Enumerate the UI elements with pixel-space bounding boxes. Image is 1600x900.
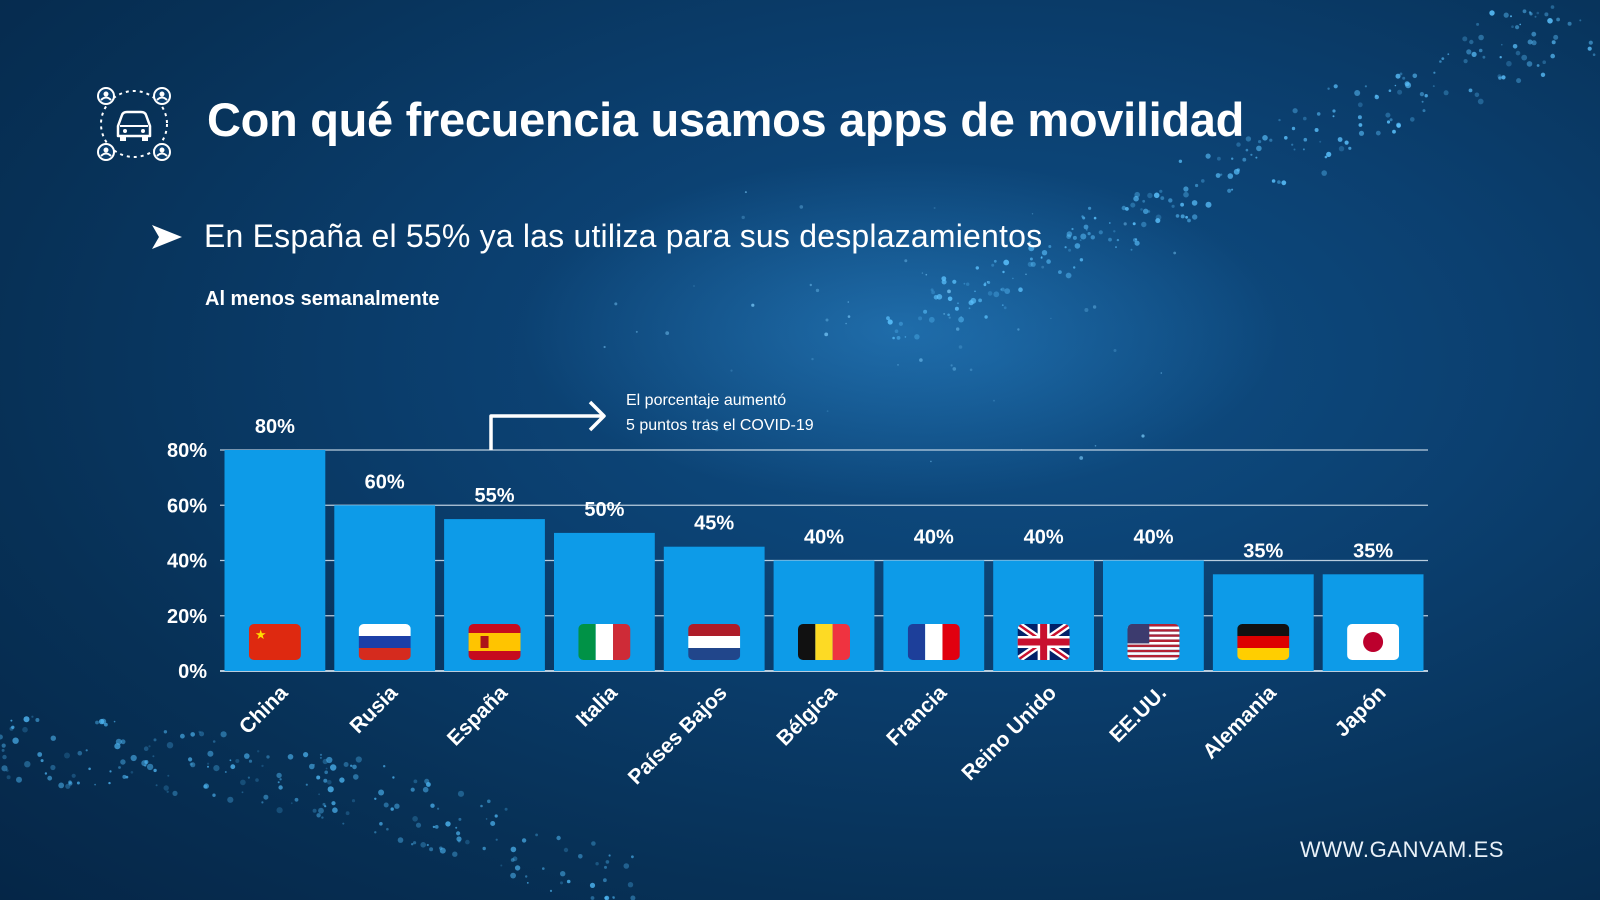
usa-flag [1127,624,1180,660]
value-label: 40% [804,527,844,549]
italy-flag [578,624,631,660]
spain-flag [468,624,521,660]
annotation-line-2: 5 puntos tras el COVID-19 [626,417,814,434]
y-tick-label: 40% [167,551,207,573]
belgium-flag [798,624,850,660]
y-tick-label: 60% [167,495,207,517]
category-label: Países Bajos [624,681,732,789]
bars-layer: ★ [224,450,1424,672]
france-flag [907,624,960,660]
frequency-note: Al menos semanalmente [205,288,440,310]
arrow-right-icon [152,224,182,249]
bent-arrow-icon [489,400,606,450]
y-tick-label: 80% [167,440,207,462]
annotation: El porcentaje aumentó 5 puntos tras el C… [489,392,814,450]
subtitle: En España el 55% ya las utiliza para sus… [204,218,1043,254]
subtitle-row: En España el 55% ya las utiliza para sus… [150,218,1042,255]
category-label: Italia [572,681,622,731]
uk-flag [1017,624,1070,660]
netherlands-flag [688,624,741,660]
category-label: Francia [882,681,951,750]
annotation-line-1: El porcentaje aumentó [626,392,786,409]
category-label: Alemania [1199,681,1282,764]
category-label: España [443,681,512,750]
category-label: Reino Unido [957,681,1061,785]
value-label: 55% [474,485,514,507]
car-sharing-icon [97,87,171,161]
value-label: 50% [584,499,624,521]
category-label: EE.UU. [1105,681,1171,747]
value-label: 40% [1133,527,1173,549]
germany-flag [1237,624,1290,660]
russia-flag [358,624,411,660]
value-label: 80% [255,416,295,438]
value-label: 45% [694,513,734,535]
svg-text:★: ★ [255,628,267,643]
website-url[interactable]: WWW.GANVAM.ES [1300,837,1505,862]
category-label: Bélgica [772,681,841,750]
y-tick-label: 0% [178,661,207,683]
value-label: 35% [1243,540,1283,562]
category-label: China [235,681,293,739]
category-label: Rusia [346,681,403,738]
y-tick-label: 20% [167,606,207,628]
page-title: Con qué frecuencia usamos apps de movili… [207,93,1245,146]
value-label: 60% [365,471,405,493]
value-label: 40% [914,527,954,549]
value-label: 40% [1024,527,1064,549]
value-label: 35% [1353,540,1393,562]
japan-flag [1347,624,1400,660]
china-flag: ★ [248,624,301,660]
category-label: Japón [1331,681,1391,741]
